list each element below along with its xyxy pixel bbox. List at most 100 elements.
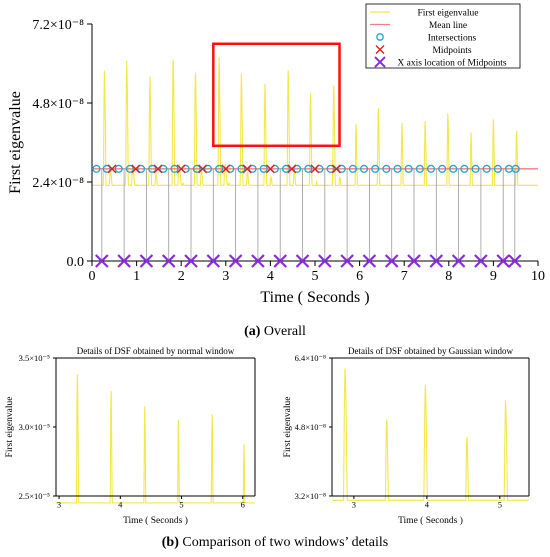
legend-midpoint-swatch [375, 45, 385, 54]
x-axis-midpoint-marker [407, 254, 421, 268]
intersection-marker [114, 164, 123, 173]
intersection-marker [482, 164, 491, 173]
x-axis-midpoint-marker [117, 254, 131, 268]
legend-box [365, 3, 521, 69]
legend-entry-label: First eigenvalue [418, 9, 479, 19]
x-axis-midpoint-marker [161, 254, 176, 268]
normal-window-x-axis-label: Time ( Seconds ) [123, 515, 188, 526]
normal-window-ytick-label: 3.5×10⁻⁵ [19, 353, 50, 363]
intersection-marker [215, 164, 224, 173]
intersection-marker [348, 164, 357, 173]
midpoint-marker [107, 164, 117, 174]
x-axis-midpoint-marker [95, 254, 109, 268]
gaussian-window-ytick-label: 4.8×10⁻⁸ [295, 422, 326, 432]
caption-a: (a) Overall [0, 324, 550, 340]
gaussian-window-xtick-label: 3 [352, 500, 356, 510]
gaussian-window-plot-layer: 3 4 5 3.2×10⁻⁸ 4.8×10⁻⁸ 6.4×10⁻⁸ Time ( Second… [283, 346, 530, 526]
overall-x-axis-label: Time ( Seconds ) [260, 289, 369, 306]
intersection-marker [226, 164, 235, 173]
overall-y-axis-label: First eigenvalue [7, 91, 24, 194]
intersection-marker [237, 164, 246, 173]
legend-entry-label: Intersections [428, 34, 477, 44]
overall-xtick-label: 7 [401, 269, 408, 284]
intersection-marker [460, 164, 469, 173]
x-axis-midpoint-marker [340, 254, 354, 268]
normal-window-xtick-label: 4 [118, 500, 123, 510]
intersection-marker [102, 164, 111, 173]
x-axis-midpoint-marker [206, 254, 221, 268]
intersection-marker [192, 164, 201, 173]
intersection-marker [426, 164, 436, 173]
midpoint-marker [287, 164, 297, 174]
overall-xtick-label: 8 [445, 269, 452, 284]
overall-xtick-label: 5 [312, 269, 319, 284]
caption-b-label: (b) [161, 535, 179, 550]
intersection-marker [259, 164, 268, 173]
legend-entry-label: X axis location of Midpoints [397, 58, 507, 69]
x-axis-midpoint-marker [318, 254, 332, 268]
overall-ytick-label: 0.0 [67, 255, 85, 270]
x-axis-midpoint-marker [451, 254, 466, 268]
intersection-marker [326, 164, 335, 173]
midpoint-marker [331, 164, 341, 174]
overall-xtick-label: 9 [490, 269, 497, 284]
x-axis-midpoint-marker [228, 254, 243, 268]
intersection-marker [371, 164, 380, 173]
intersection-marker [248, 164, 257, 173]
normal-window-ytick-label: 3.0×10⁻⁵ [19, 422, 50, 432]
intersection-marker [281, 164, 291, 173]
x-axis-midpoint-marker [184, 254, 198, 268]
x-axis-midpoint-marker [362, 254, 377, 268]
normal-window-xtick-label: 3 [57, 500, 61, 510]
normal-window-eigen-series [56, 374, 255, 504]
legend-intersection-swatch [376, 33, 384, 41]
normal-window-plot-layer: 3 4 5 6 2.5×10⁻⁵ 3.0×10⁻⁵ 3.5×10⁻⁵ Time ( Secon… [5, 346, 256, 526]
gaussian-window-xtick-label: 4 [425, 500, 430, 510]
legend-entry-label: Mean line [429, 21, 467, 31]
overall-plot-layer: 0 1 2 3 4 5 6 7 8 9 10 0.0 2.4×10⁻⁸ 4.8×10⁻⁸ 7.2×10⁻⁸ T… [7, 3, 545, 306]
intersection-marker [471, 164, 480, 173]
intersection-marker [125, 164, 134, 173]
midpoint-marker [198, 164, 208, 174]
normal-window-y-axis-label: First eigenvalue [5, 397, 15, 458]
gaussian-window-ytick-label: 6.4×10⁻⁸ [295, 353, 326, 363]
x-axis-midpoint-marker [429, 254, 444, 268]
midpoint-marker [131, 164, 141, 174]
midpoint-marker [242, 164, 252, 174]
gaussian-window-y-axis-label: First eigenvalue [283, 397, 293, 458]
intersection-marker [203, 164, 213, 173]
intersection-marker [159, 164, 168, 173]
intersection-marker [382, 164, 391, 173]
intersection-marker [181, 164, 190, 173]
intersection-marker [449, 164, 458, 173]
x-axis-midpoint-marker [139, 254, 154, 268]
intersection-marker [415, 164, 424, 173]
intersection-marker [315, 164, 324, 173]
normal-window-xtick-label: 6 [241, 500, 245, 510]
intersection-marker [148, 164, 157, 173]
midpoint-marker [310, 164, 320, 174]
x-axis-midpoint-marker [251, 254, 265, 268]
midpoint-marker [176, 164, 186, 174]
normal-window-title: Details of DSF obtained by normal window [77, 346, 235, 356]
gaussian-window-xtick-label: 5 [498, 500, 502, 510]
intersection-marker [170, 164, 179, 173]
intersection-marker [511, 164, 520, 173]
intersection-marker [293, 164, 302, 173]
caption-a-label: (a) [244, 324, 261, 339]
caption-b: (b) Comparison of two windows’ details [0, 535, 550, 551]
overall-ytick-label: 4.8×10⁻⁸ [32, 97, 84, 112]
overall-eigen-series [92, 56, 538, 186]
intersection-marker [493, 164, 502, 173]
legend-entry-label: Midpoints [432, 46, 471, 56]
intersection-marker [304, 164, 313, 173]
intersection-marker [360, 164, 369, 173]
midpoint-marker [221, 164, 231, 174]
intersection-marker [337, 164, 346, 173]
x-axis-midpoint-marker [273, 254, 287, 268]
x-axis-midpoint-marker [295, 254, 310, 268]
gaussian-window-eigen-series [332, 367, 529, 501]
gaussian-window-title: Details of DSF obtained by Gaussian wind… [348, 346, 513, 356]
midpoint-marker [265, 164, 275, 174]
